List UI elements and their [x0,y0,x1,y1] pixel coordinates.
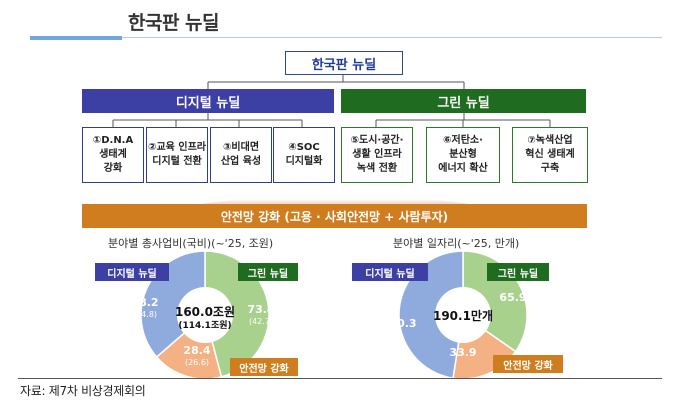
item-line: 디지털화 [285,156,323,167]
item-line: 생태계 [99,149,127,160]
title-underline-accent [30,36,122,40]
item-line: ②교육 인프라 [148,142,206,153]
item-line: 분산형 [449,149,477,160]
chart-title: 분야별 총사업비(국비)(~'25, 조원) [108,237,274,250]
green-newdeal-box: 그린 뉴딜 [341,89,586,113]
pie-center-label: 190.1만개 [433,308,493,323]
slice-label-green: 73.4 (42.7) [244,304,278,328]
item-line: ④SOC [288,142,320,153]
item-line: ⑤도시·공간· [350,135,404,146]
legend-digital: 디지털 뉴딜 [352,263,428,281]
item-line: 혁신 생태계 [525,149,575,160]
slice-label-green: 65.9 [496,292,530,304]
item-line: 에너지 확산 [438,163,488,174]
legend-safety: 안전망 강화 [230,358,298,376]
slice-label-digital: 90.3 [388,318,418,330]
main-title-box: 한국판 뉴딜 [285,51,403,75]
item-line: 디지털 전환 [152,156,202,167]
item-line: ⑦녹색산업 [527,135,573,146]
slice-value: 58.2 [131,296,159,309]
pie-center-label: 160.0조원 [175,305,235,319]
pie-slice-digital [398,250,464,380]
slice-label-safety: 28.4 (26.6) [180,345,214,369]
digital-newdeal-box: 디지털 뉴딜 [82,89,334,113]
slice-value: 90.3 [389,317,417,330]
legend-green: 그린 뉴딜 [487,263,549,281]
item-line: 구축 [540,163,560,174]
safety-net-banner: 안전망 강화 (고용 · 사회안전망 + 사람투자) [82,204,587,228]
item-line: 생활 인프라 [352,149,402,160]
item-line: ③비대면 [222,142,260,153]
page-title: 한국판 뉴딜 [128,12,220,34]
bottom-rule [18,378,662,379]
slice-value: 33.9 [449,346,477,359]
item-line: ⑥저탄소· [443,135,483,146]
legend-green: 그린 뉴딜 [238,263,298,281]
slice-sub: (42.7) [248,317,274,326]
slice-value: 28.4 [183,344,211,357]
item-line: ①D.N.A [92,135,134,146]
banner-shadow [200,199,470,204]
slice-sub: (26.6) [184,358,210,367]
pie-center-sublabel: (114.1조원) [178,319,231,331]
slice-value: 65.9 [499,291,527,304]
slice-label-digital: 58.2 (44.8) [130,297,160,321]
slice-sub: (44.8) [132,310,158,319]
source-note: 자료: 제7차 비상경제회의 [20,384,146,398]
legend-safety: 안전망 강화 [493,355,563,373]
title-underline [122,37,662,38]
slice-value: 73.4 [247,303,275,316]
item-line: 산업 육성 [220,156,262,167]
digital-item-box: ④SOC 디지털화 [273,127,335,183]
pie-center [435,287,491,343]
item-line: 녹색 전환 [356,163,398,174]
item-line: 강화 [103,163,123,174]
legend-digital: 디지털 뉴딜 [95,263,169,281]
slice-label-safety: 33.9 [446,347,480,359]
pie-center [177,287,233,343]
chart-title: 분야별 일자리(~'25, 만개) [393,237,520,250]
